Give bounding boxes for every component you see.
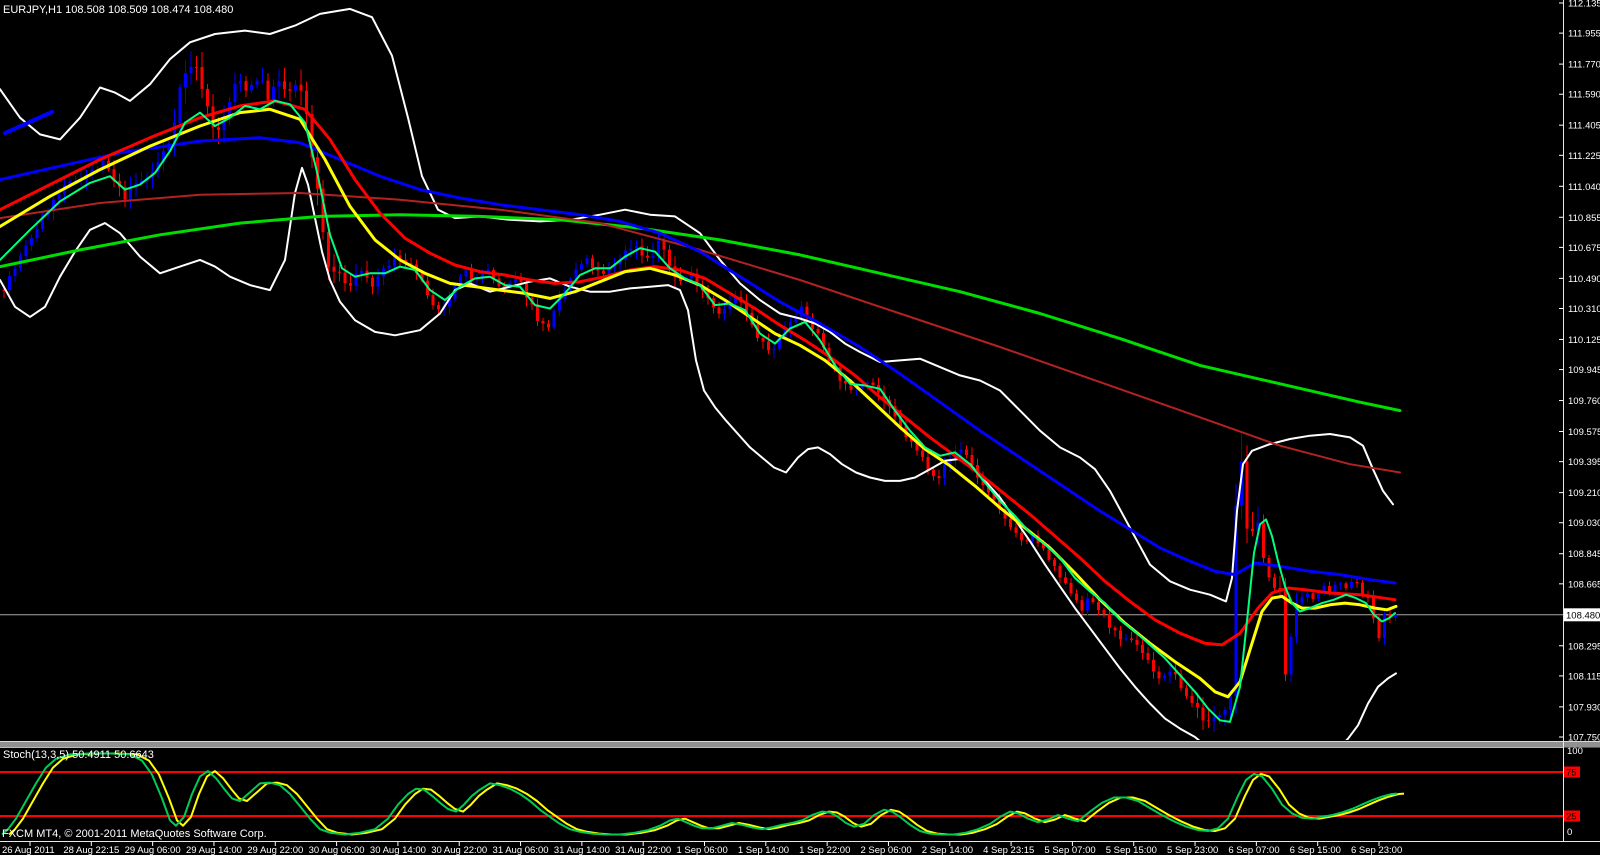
price-tick-label: 110.125 [1568, 335, 1600, 346]
price-tick-label: 112.135 [1568, 0, 1600, 10]
time-tick-label: 5 Sep 15:00 [1106, 845, 1157, 855]
time-tick-label: 31 Aug 22:00 [615, 845, 671, 855]
price-tick-label: 109.210 [1568, 488, 1600, 499]
ma-fast-red [0, 99, 1397, 647]
panel-splitter[interactable] [0, 741, 1600, 748]
time-tick-label: 28 Aug 22:15 [63, 845, 119, 855]
time-tick-label: 30 Aug 14:00 [370, 845, 426, 855]
stoch-label: Stoch(13,3,5) 50.4911 50.6643 [3, 749, 154, 761]
stoch-scale-label: 0 [1567, 827, 1572, 838]
price-tick-label: 109.575 [1568, 427, 1600, 438]
trendline-blue [3, 110, 54, 136]
price-tick-label: 110.310 [1568, 304, 1600, 315]
price-tick-label: 111.225 [1568, 151, 1600, 162]
price-tick-label: 107.750 [1568, 733, 1600, 744]
price-tick-label: 109.030 [1568, 518, 1600, 529]
price-tick-label: 110.675 [1568, 243, 1600, 254]
time-tick-label: 6 Sep 23:00 [1351, 845, 1402, 855]
stoch-level-flag [1564, 766, 1580, 778]
time-tick-label: 4 Sep 23:15 [983, 845, 1034, 855]
chart-title: EURJPY,H1 108.508 108.509 108.474 108.48… [3, 4, 233, 16]
price-axis[interactable]: 112.135 111.955 111.770 111.590 111.405 111.2… [1559, 0, 1600, 744]
price-tick-label: 109.395 [1568, 457, 1600, 468]
time-tick-label: 6 Sep 15:00 [1290, 845, 1341, 855]
price-tick-label: 108.295 [1568, 641, 1600, 652]
time-tick-label: 26 Aug 2011 [2, 845, 55, 855]
footer-credit: FXCM MT4, © 2001-2011 MetaQuotes Softwar… [2, 828, 267, 840]
time-tick-label: 30 Aug 06:00 [309, 845, 365, 855]
main-price-panel[interactable] [0, 7, 1563, 771]
ma-slow-firebrick [0, 192, 1401, 474]
price-tick-label: 107.930 [1568, 702, 1600, 713]
price-tick-label: 111.770 [1568, 60, 1600, 71]
time-tick-label: 1 Sep 22:00 [799, 845, 850, 855]
current-price-flag [1564, 608, 1600, 622]
time-tick-label: 6 Sep 07:00 [1228, 845, 1279, 855]
time-tick-label: 29 Aug 14:00 [186, 845, 242, 855]
price-tick-label: 109.945 [1568, 365, 1600, 376]
time-tick-label: 31 Aug 14:00 [554, 845, 610, 855]
time-tick-label: 1 Sep 14:00 [738, 845, 789, 855]
time-tick-label: 30 Aug 22:00 [431, 845, 487, 855]
time-tick-label: 29 Aug 06:00 [125, 845, 181, 855]
stoch-level-flag-label: 75 [1566, 768, 1577, 779]
time-tick-label: 1 Sep 06:00 [677, 845, 728, 855]
price-tick-label: 108.115 [1568, 671, 1600, 682]
price-tick-label: 110.490 [1568, 274, 1600, 285]
ma-fast-yellow [0, 107, 1398, 699]
bollinger-upper [0, 7, 1394, 603]
time-axis[interactable]: 26 Aug 2011 28 Aug 22:15 29 Aug 06:00 29 Au… [2, 842, 1402, 855]
ma-medium-blue [0, 136, 1397, 585]
stoch-level-flag-label: 25 [1566, 812, 1577, 823]
price-tick-label: 111.590 [1568, 90, 1600, 101]
time-tick-label: 31 Aug 06:00 [493, 845, 549, 855]
price-tick-label: 109.760 [1568, 396, 1600, 407]
stoch-indicator-panel[interactable] [0, 752, 1563, 836]
ma-slow-green [0, 213, 1402, 413]
price-tick-label: 108.665 [1568, 579, 1600, 590]
stoch-axis[interactable]: 100 75 25 0 [1564, 746, 1583, 838]
time-tick-label: 2 Sep 06:00 [860, 845, 911, 855]
price-tick-label: 108.845 [1568, 549, 1600, 560]
bollinger-lower [0, 166, 1397, 740]
price-tick-label: 110.855 [1568, 213, 1600, 224]
stoch-scale-label: 100 [1567, 746, 1583, 757]
time-tick-label: 5 Sep 23:00 [1167, 845, 1218, 855]
time-tick-label: 5 Sep 07:00 [1044, 845, 1095, 855]
stoch-level-flag [1564, 810, 1580, 822]
price-tick-label: 111.955 [1568, 29, 1600, 40]
stoch-main-line [1, 752, 1398, 836]
current-price-flag-label: 108.480 [1566, 610, 1600, 621]
price-tick-label: 111.405 [1568, 121, 1600, 132]
time-tick-label: 2 Sep 14:00 [922, 845, 973, 855]
ma-fastest-springgreen [0, 99, 1396, 723]
price-tick-label: 111.040 [1568, 182, 1600, 193]
time-tick-label: 29 Aug 22:00 [247, 845, 303, 855]
